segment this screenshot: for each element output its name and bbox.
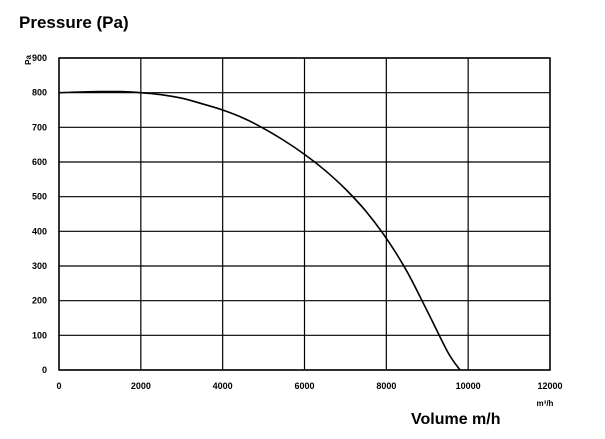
plot-frame <box>58 57 551 371</box>
x-axis-title: Volume m/h <box>411 411 501 428</box>
grid <box>58 57 551 371</box>
x-tick-label: 4000 <box>213 381 233 391</box>
x-unit-label: m³/h <box>537 399 554 408</box>
y-tick-label: 400 <box>32 226 47 236</box>
x-tick-label: 8000 <box>376 381 396 391</box>
x-tick-label: 10000 <box>456 381 481 391</box>
y-unit-label: Pa <box>24 55 33 65</box>
x-tick-label: 2000 <box>131 381 151 391</box>
y-tick-label: 0 <box>42 365 47 375</box>
y-tick-label: 800 <box>32 88 47 98</box>
y-tick-label: 500 <box>32 192 47 202</box>
tick-labels: 0 2000 4000 6000 8000 10000 12000 0 100 200 300 400… <box>24 53 563 408</box>
pressure-curve <box>58 90 461 371</box>
chart-title: Pressure (Pa) <box>19 13 129 32</box>
series <box>58 90 461 371</box>
y-tick-label: 300 <box>32 261 47 271</box>
y-tick-label: 900 <box>32 53 47 63</box>
axes <box>58 57 551 371</box>
x-tick-label: 0 <box>56 381 61 391</box>
x-tick-label: 12000 <box>537 381 562 391</box>
y-tick-label: 200 <box>32 296 47 306</box>
x-tick-label: 6000 <box>294 381 314 391</box>
y-tick-label: 600 <box>32 157 47 167</box>
y-tick-label: 700 <box>32 122 47 132</box>
y-tick-label: 100 <box>32 330 47 340</box>
